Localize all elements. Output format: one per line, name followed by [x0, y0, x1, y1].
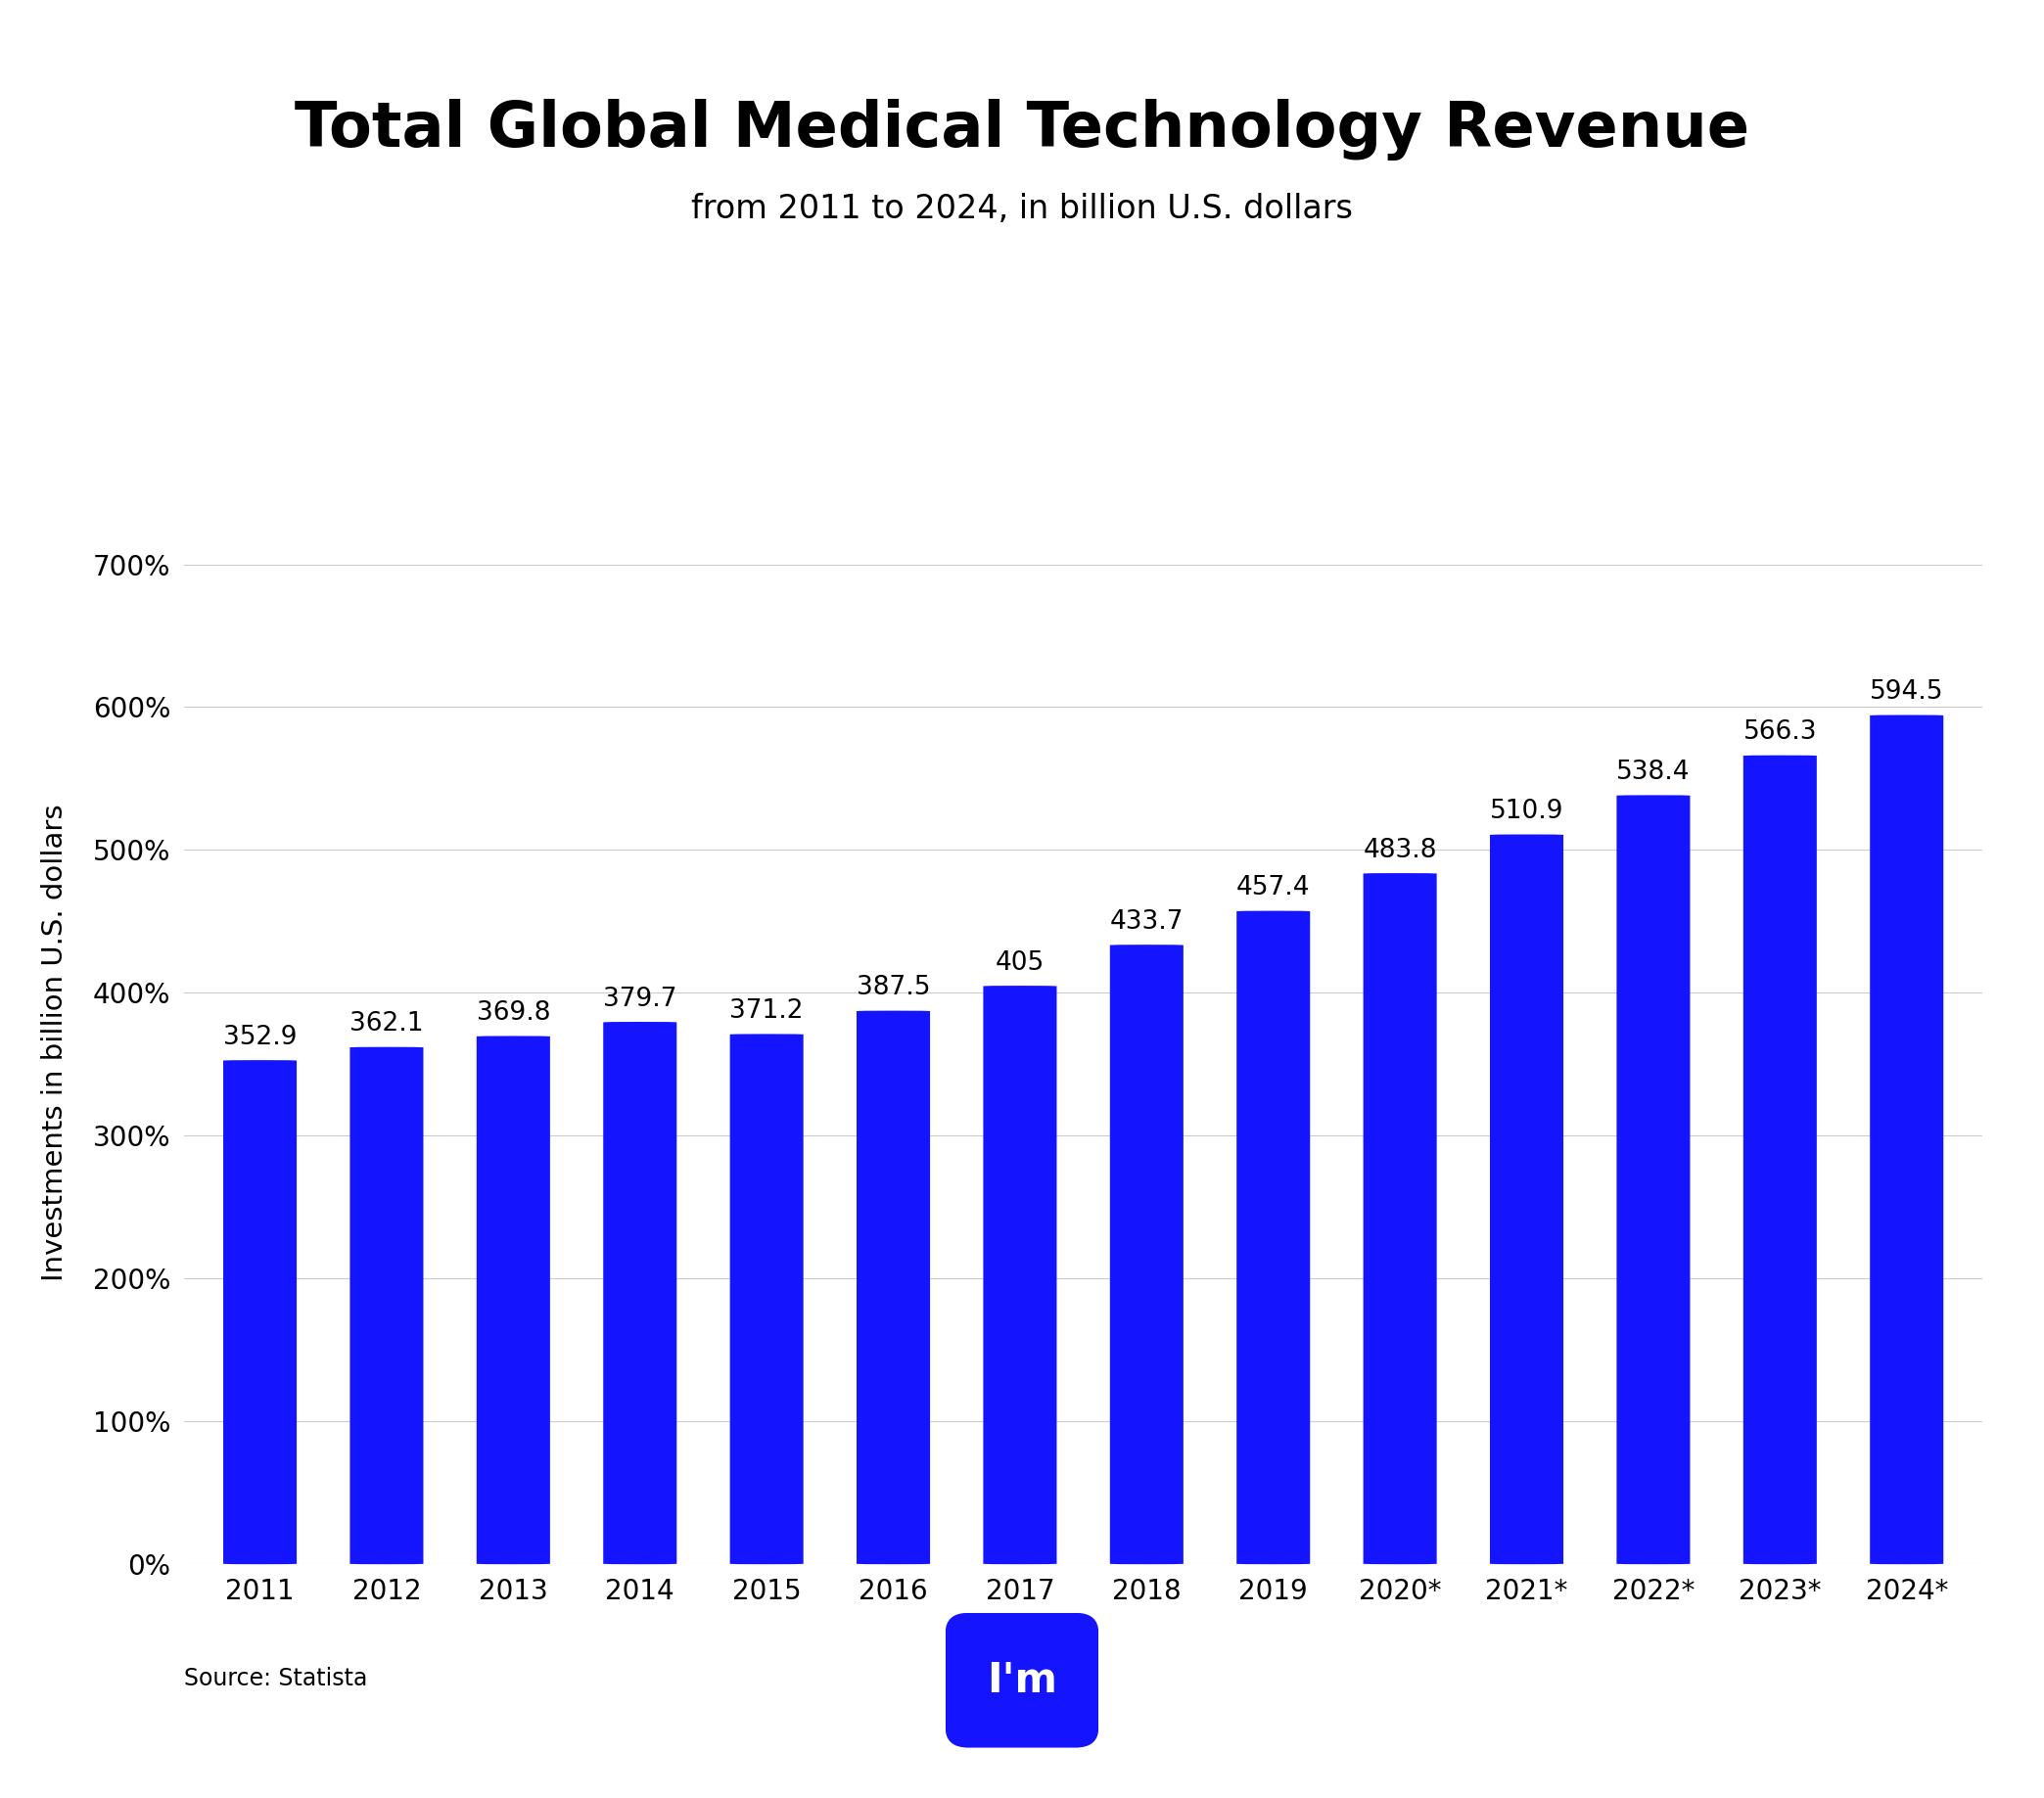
Text: 483.8: 483.8 [1363, 838, 1437, 863]
Text: 405: 405 [995, 951, 1044, 976]
Text: 371.2: 371.2 [730, 998, 803, 1025]
FancyBboxPatch shape [1617, 795, 1690, 1564]
FancyBboxPatch shape [1110, 944, 1183, 1564]
Text: 369.8: 369.8 [476, 1000, 550, 1027]
FancyBboxPatch shape [856, 1010, 930, 1564]
Text: Total Global Medical Technology Revenue: Total Global Medical Technology Revenue [294, 99, 1750, 160]
FancyBboxPatch shape [223, 1061, 296, 1564]
FancyBboxPatch shape [730, 1034, 803, 1564]
FancyBboxPatch shape [983, 985, 1057, 1564]
Text: 538.4: 538.4 [1617, 761, 1690, 786]
Text: Source: Statista: Source: Statista [184, 1667, 368, 1690]
Text: 566.3: 566.3 [1744, 719, 1817, 746]
FancyBboxPatch shape [476, 1036, 550, 1564]
Text: 594.5: 594.5 [1870, 680, 1944, 705]
Text: 379.7: 379.7 [603, 987, 677, 1012]
Text: 510.9: 510.9 [1490, 798, 1564, 825]
Text: I'm: I'm [987, 1660, 1057, 1701]
Text: 362.1: 362.1 [350, 1012, 423, 1037]
Text: from 2011 to 2024, in billion U.S. dollars: from 2011 to 2024, in billion U.S. dolla… [691, 192, 1353, 225]
FancyBboxPatch shape [944, 1613, 1100, 1748]
FancyBboxPatch shape [603, 1021, 677, 1564]
FancyBboxPatch shape [1870, 716, 1944, 1564]
FancyBboxPatch shape [1237, 912, 1310, 1564]
Text: 433.7: 433.7 [1110, 910, 1183, 935]
FancyBboxPatch shape [1744, 755, 1817, 1564]
FancyBboxPatch shape [350, 1046, 423, 1564]
Text: 457.4: 457.4 [1237, 876, 1310, 901]
Text: 387.5: 387.5 [856, 975, 930, 1001]
FancyBboxPatch shape [1490, 834, 1564, 1564]
Text: 352.9: 352.9 [223, 1025, 296, 1050]
FancyBboxPatch shape [1363, 874, 1437, 1564]
Y-axis label: Investments in billion U.S. dollars: Investments in billion U.S. dollars [41, 804, 67, 1282]
